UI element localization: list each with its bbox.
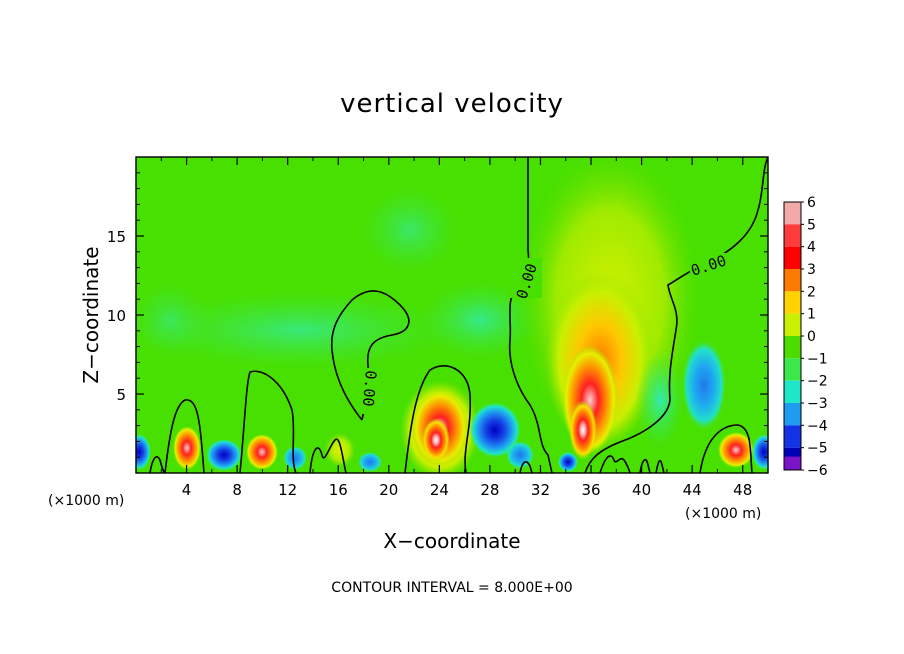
contour-interval-note: CONTOUR INTERVAL = 8.000E+00 [331,580,572,596]
colorbar-label: −1 [807,351,828,367]
y-axis-label: Z−coordinate [79,246,103,383]
colorbar-label: 6 [807,195,816,211]
colorbar-swatch [784,224,801,247]
colorbar-label: 0 [807,329,816,345]
velocity-field [136,157,768,473]
colorbar-swatch [784,246,801,269]
x-unit-right: (×1000 m) [685,506,761,522]
chart-title: vertical velocity [340,89,564,119]
colorbar: 6 5 4 3 2 1 0 −1 −2 −3 −4 −5 −6 [783,195,828,479]
x-axis-label: X−coordinate [383,529,520,553]
colorbar-label: −5 [807,441,828,457]
colorbar-swatch [784,313,801,336]
colorbar-swatch [784,380,801,403]
x-tick-label: 36 [581,481,600,499]
colorbar-swatch [784,336,801,359]
colorbar-label: 1 [807,307,816,323]
x-tick-label: 12 [278,481,297,499]
colorbar-swatch [784,425,801,448]
y-tick-label: 15 [107,228,126,246]
colorbar-label: −4 [807,418,828,434]
colorbar-swatch [784,269,801,292]
y-axis: 5 10 15 [107,172,768,458]
x-tick-label: 4 [182,481,192,499]
x-axis: 4 8 12 16 20 24 28 32 36 40 44 48 [160,157,752,499]
colorbar-swatch [784,202,801,225]
contour-label: 0.00 [359,370,380,408]
x-tick-label: 8 [232,481,242,499]
colorbar-label: −6 [807,463,828,479]
colorbar-swatch [784,358,801,381]
x-tick-label: 32 [531,481,550,499]
colorbar-label: 3 [807,262,816,278]
y-tick-label: 10 [107,307,126,325]
colorbar-label: 4 [807,240,816,256]
colorbar-label: −3 [807,396,828,412]
x-tick-label: 28 [480,481,499,499]
y-tick-label: 5 [116,386,126,404]
x-tick-label: 48 [733,481,752,499]
contour-labels: 0.00 0.00 0.00 [359,252,730,414]
x-tick-label: 24 [430,481,449,499]
colorbar-swatch [784,403,801,426]
x-tick-label: 40 [632,481,651,499]
x-tick-label: 16 [329,481,348,499]
colorbar-label: −2 [807,374,828,390]
colorbar-label: 2 [807,284,816,300]
x-tick-label: 20 [379,481,398,499]
x-unit-left: (×1000 m) [48,493,124,509]
colorbar-label: 5 [807,217,816,233]
colorbar-swatch [784,456,801,470]
colorbar-swatch [784,291,801,314]
x-tick-label: 44 [683,481,702,499]
